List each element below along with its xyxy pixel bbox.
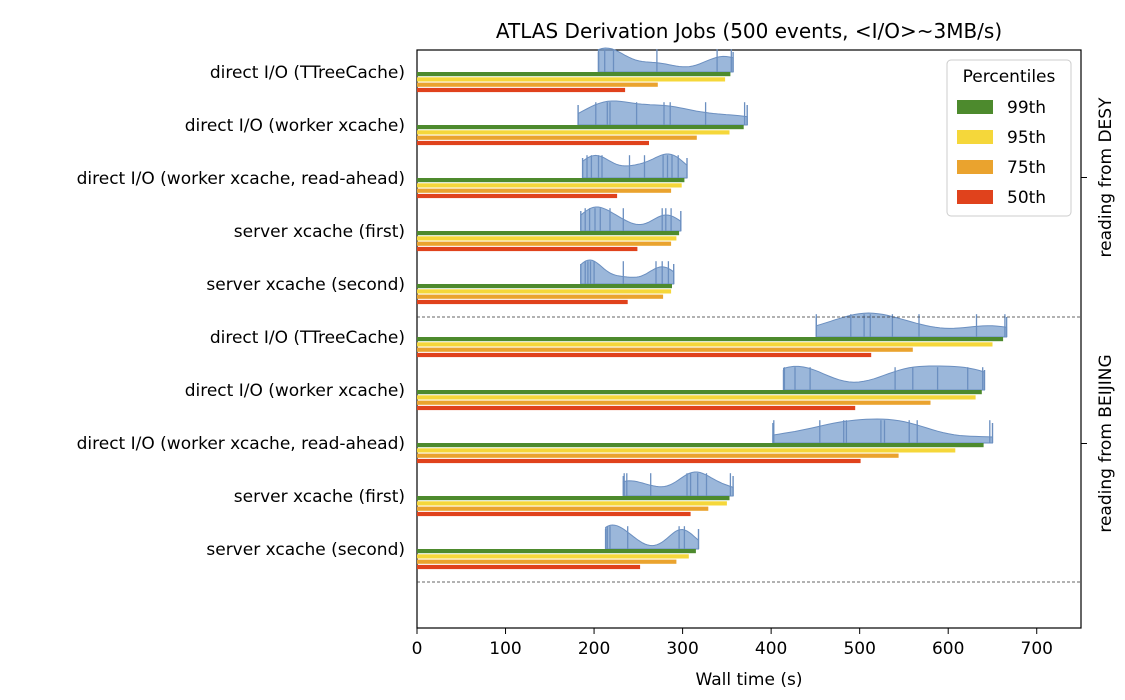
chart-title: ATLAS Derivation Jobs (500 events, <I/O>… xyxy=(496,19,1002,43)
x-tick-label: 600 xyxy=(932,639,964,659)
bar-p95 xyxy=(417,183,682,188)
bar-p95 xyxy=(417,448,956,453)
bar-p95 xyxy=(417,77,726,82)
category-row: direct I/O (TTreeCache) xyxy=(210,47,734,93)
bar-p99 xyxy=(417,231,680,236)
bar-p50 xyxy=(417,193,618,199)
legend-swatch xyxy=(957,130,993,144)
bar-p99 xyxy=(417,549,696,554)
category-label: direct I/O (worker xcache, read-ahead) xyxy=(77,169,405,189)
x-tick-label: 400 xyxy=(755,639,787,659)
x-tick-label: 500 xyxy=(843,639,875,659)
bar-p75 xyxy=(417,453,899,458)
violin-shape xyxy=(622,471,734,497)
legend-label: 95th xyxy=(1007,128,1046,148)
category-row: server xcache (first) xyxy=(234,206,682,252)
x-tick-label: 100 xyxy=(489,639,521,659)
bar-p50 xyxy=(417,458,861,464)
group-label: reading from BEIJING xyxy=(1096,354,1116,532)
bar-p95 xyxy=(417,395,976,400)
violin-shape xyxy=(598,47,734,73)
violin-shape xyxy=(772,418,993,444)
bar-p50 xyxy=(417,564,641,570)
bar-p99 xyxy=(417,337,1004,342)
legend-label: 75th xyxy=(1007,158,1046,178)
plot-area: direct I/O (TTreeCache) direct I/O (worke… xyxy=(77,47,1116,659)
bar-p50 xyxy=(417,140,649,146)
bar-p95 xyxy=(417,501,727,506)
x-tick-label: 300 xyxy=(666,639,698,659)
bar-p75 xyxy=(417,82,658,87)
bar-p50 xyxy=(417,511,691,517)
bar-p50 xyxy=(417,299,628,305)
legend-swatch xyxy=(957,160,993,174)
category-label: direct I/O (TTreeCache) xyxy=(210,328,405,348)
category-label: server xcache (first) xyxy=(234,222,405,242)
legend-label: 50th xyxy=(1007,188,1046,208)
category-row: direct I/O (worker xcache, read-ahead) xyxy=(77,153,688,199)
legend-title: Percentiles xyxy=(963,67,1056,87)
x-tick-label: 700 xyxy=(1021,639,1053,659)
x-tick-label: 200 xyxy=(578,639,610,659)
violin-shape xyxy=(605,524,699,550)
legend-swatch xyxy=(957,100,993,114)
bar-p99 xyxy=(417,496,730,501)
category-row: direct I/O (TTreeCache) xyxy=(210,312,1008,358)
bar-p95 xyxy=(417,236,677,241)
violin-shape xyxy=(577,100,748,126)
bar-p95 xyxy=(417,554,689,559)
x-axis-title: Wall time (s) xyxy=(696,670,803,690)
x-tick-label: 0 xyxy=(412,639,423,659)
category-label: direct I/O (worker xcache) xyxy=(185,381,405,401)
bar-p75 xyxy=(417,559,677,564)
bar-p95 xyxy=(417,130,730,135)
bar-p50 xyxy=(417,246,638,252)
legend-swatch xyxy=(957,190,993,204)
bar-p99 xyxy=(417,72,731,77)
category-label: server xcache (first) xyxy=(234,487,405,507)
bar-p50 xyxy=(417,352,872,358)
category-label: direct I/O (TTreeCache) xyxy=(210,63,405,83)
bar-p95 xyxy=(417,342,993,347)
category-row: direct I/O (worker xcache) xyxy=(185,100,748,146)
bar-p75 xyxy=(417,294,664,299)
category-row: server xcache (second) xyxy=(206,524,700,570)
violin-shape xyxy=(783,365,985,391)
group-label: reading from DESY xyxy=(1096,97,1116,258)
bar-p75 xyxy=(417,135,697,140)
bar-p99 xyxy=(417,284,672,289)
legend: Percentiles 99th 95th 75th 50th xyxy=(946,59,1072,217)
category-label: server xcache (second) xyxy=(206,540,405,560)
category-row: direct I/O (worker xcache, read-ahead) xyxy=(77,418,994,464)
legend-label: 99th xyxy=(1007,98,1046,118)
category-label: server xcache (second) xyxy=(206,275,405,295)
category-row: server xcache (first) xyxy=(234,471,734,517)
bar-p75 xyxy=(417,506,709,511)
bar-p99 xyxy=(417,178,685,183)
bar-p75 xyxy=(417,241,672,246)
bar-p99 xyxy=(417,390,982,395)
bar-p99 xyxy=(417,443,984,448)
bar-p75 xyxy=(417,347,913,352)
bar-p50 xyxy=(417,405,856,411)
bar-p95 xyxy=(417,289,672,294)
bar-p75 xyxy=(417,400,931,405)
category-label: direct I/O (worker xcache, read-ahead) xyxy=(77,434,405,454)
legend-box xyxy=(946,59,1072,217)
category-label: direct I/O (worker xcache) xyxy=(185,116,405,136)
category-row: server xcache (second) xyxy=(206,259,675,305)
bar-p75 xyxy=(417,188,672,193)
bar-p99 xyxy=(417,125,744,130)
category-row: direct I/O (worker xcache) xyxy=(185,365,986,411)
bar-p50 xyxy=(417,87,626,93)
violin-shape xyxy=(580,206,682,232)
